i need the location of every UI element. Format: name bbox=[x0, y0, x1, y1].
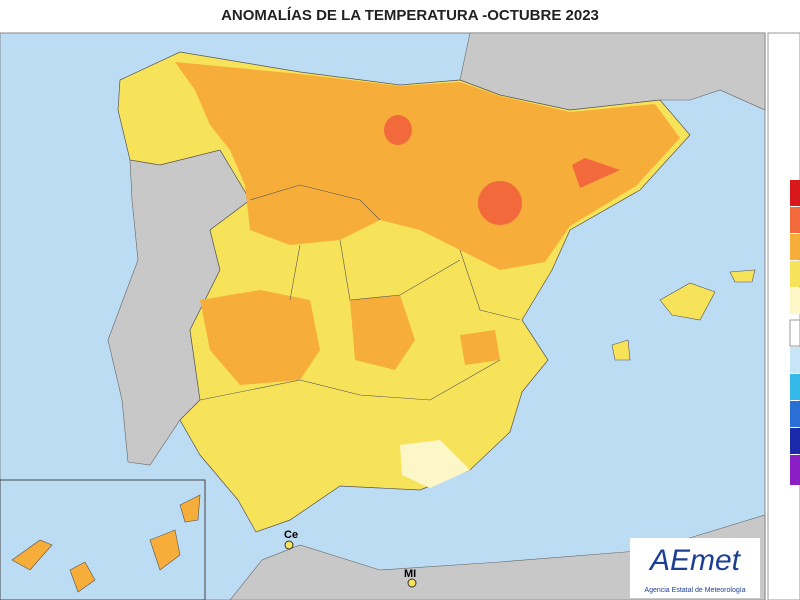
legend-swatch bbox=[790, 234, 800, 260]
legend-swatch bbox=[790, 180, 800, 206]
anomaly-high bbox=[175, 62, 680, 270]
legend-swatch bbox=[790, 401, 800, 427]
legend-swatch bbox=[790, 428, 800, 454]
logo-name: AEmet bbox=[648, 544, 742, 577]
legend-swatch bbox=[790, 347, 800, 373]
legend bbox=[767, 32, 800, 600]
city-label: Ce bbox=[284, 529, 298, 541]
region-borders bbox=[199, 184, 521, 401]
ceuta bbox=[284, 540, 294, 550]
legend-swatch bbox=[790, 261, 800, 287]
city-label: MI bbox=[404, 568, 416, 580]
logo-box bbox=[630, 538, 760, 598]
legend-swatch bbox=[790, 455, 800, 485]
legend-swatch bbox=[789, 319, 800, 347]
canary-islands bbox=[11, 494, 201, 593]
anomaly-very-high bbox=[384, 115, 412, 145]
legend-swatch bbox=[790, 288, 800, 314]
title: ANOMALÍAS DE LA TEMPERATURA -OCTUBRE 202… bbox=[221, 7, 599, 24]
anomaly-low bbox=[400, 440, 470, 488]
anomaly-very-high bbox=[572, 158, 620, 188]
anomaly-high bbox=[200, 290, 500, 385]
map: Ce MI AEmet Agencia Estatal de Meteorolo… bbox=[0, 32, 766, 600]
anomaly-very-high bbox=[478, 181, 522, 225]
legend-swatch bbox=[790, 207, 800, 233]
logo-subtitle: Agencia Estatal de Meteorología bbox=[644, 587, 745, 594]
balearic-islands bbox=[611, 269, 756, 361]
melilla bbox=[407, 578, 417, 588]
legend-swatch bbox=[790, 374, 800, 400]
legend-panel bbox=[767, 32, 800, 600]
